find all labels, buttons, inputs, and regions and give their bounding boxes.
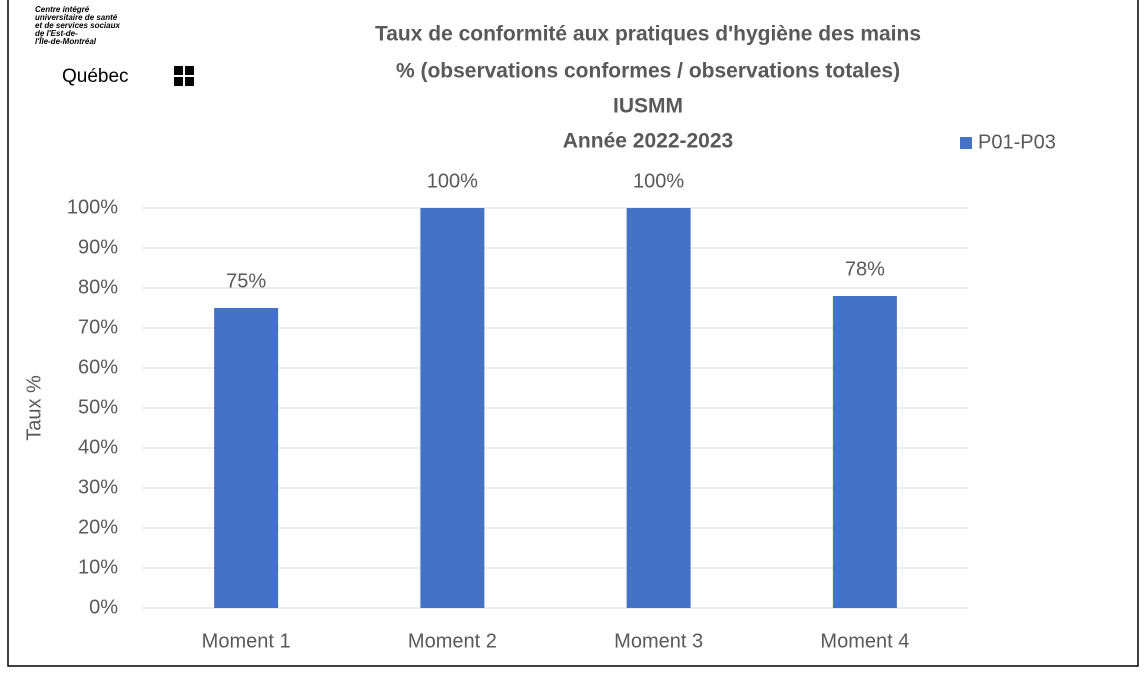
logo-line: de l'Est-de- [35,29,78,38]
y-tick-label: 30% [78,476,118,498]
logo-line: et de services sociaux [35,21,120,30]
logo-line: l'Île-de-Montréal [35,37,97,46]
y-tick-label: 70% [78,316,118,338]
bar [214,308,279,608]
bar [832,296,897,608]
y-tick-label: 20% [78,516,118,538]
logo-name: Québec [62,66,129,87]
logo-flag [174,66,194,86]
value-label: 100% [427,170,478,192]
y-tick-label: 90% [78,236,118,258]
value-label: 100% [633,170,684,192]
y-tick-label: 50% [78,396,118,418]
x-tick-label: Moment 2 [408,630,497,652]
y-tick-label: 60% [78,356,118,378]
logo-line: universitaire de santé [35,13,118,22]
legend-swatch [960,137,972,149]
bar [420,208,485,608]
bar [626,208,691,608]
chart-title: Taux de conformité aux pratiques d'hygiè… [375,23,921,46]
y-tick-label: 10% [78,556,118,578]
frame [7,0,1139,667]
x-tick-label: Moment 4 [820,630,909,652]
y-axis-label: Taux % [23,375,45,441]
x-tick-label: Moment 1 [202,630,291,652]
legend-label: P01-P03 [978,131,1056,153]
value-label: 78% [845,258,885,280]
logo: Centre intégré universitaire de santé et… [35,5,194,87]
x-tick-label: Moment 3 [614,630,703,652]
value-label: 75% [226,270,266,292]
chart-subtitle: Année 2022-2023 [563,130,733,153]
chart-subtitle: IUSMM [613,95,683,118]
chart-subtitle: % (observations conformes / observations… [396,60,900,83]
logo-line: Centre intégré [35,5,90,14]
y-tick-label: 100% [67,196,118,218]
y-tick-label: 80% [78,276,118,298]
y-tick-label: 40% [78,436,118,458]
y-tick-label: 0% [89,596,118,618]
